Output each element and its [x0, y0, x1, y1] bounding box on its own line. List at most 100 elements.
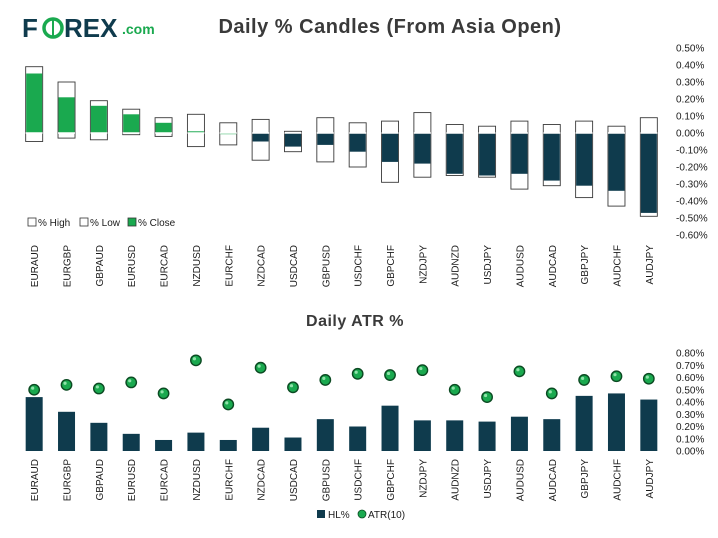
- atr-x-label: EURUSD: [127, 459, 138, 501]
- atr-dot-highlight: [192, 357, 197, 361]
- candle-close-bar: [576, 133, 593, 186]
- atr-x-label: EURGBP: [63, 459, 74, 502]
- atr-y-tick: 0.60%: [676, 373, 704, 384]
- atr-hl-bar: [155, 439, 173, 451]
- atr-dot: [384, 369, 396, 381]
- atr-hl-bar: [252, 427, 270, 451]
- candles-x-label: AUDNZD: [451, 245, 462, 287]
- atr-hl-bar: [510, 416, 528, 451]
- atr-hl-bar: [413, 420, 431, 451]
- candles-x-label: AUDCAD: [548, 245, 559, 287]
- atr-hl-bar: [187, 432, 205, 451]
- candles-y-tick: 0.40%: [676, 61, 704, 72]
- atr-y-tick: 0.10%: [676, 434, 704, 445]
- atr-hl-bar: [478, 421, 496, 451]
- candles-x-label: GBPCHF: [386, 245, 397, 287]
- atr-x-label: AUDCAD: [548, 459, 559, 501]
- atr-x-label: USDCHF: [354, 459, 365, 501]
- atr-x-label: AUDUSD: [515, 459, 526, 501]
- atr-y-tick: 0.00%: [676, 447, 704, 458]
- candles-y-tick: 0.20%: [676, 95, 704, 106]
- candles-title: Daily % Candles (From Asia Open): [218, 16, 561, 38]
- candle-close-bar: [382, 133, 399, 162]
- atr-hl-bar: [349, 426, 367, 451]
- atr-hl-bar: [219, 439, 237, 451]
- forex-logo: F REX .com: [22, 13, 155, 43]
- atr-x-label: GBPCHF: [386, 459, 397, 501]
- candles-x-label: AUDJPY: [645, 245, 656, 285]
- candles-x-label: EURGBP: [63, 245, 74, 288]
- candles-x-label: AUDCHF: [612, 245, 623, 287]
- legend-low-label: % Low: [90, 218, 121, 229]
- atr-dot-highlight: [257, 364, 261, 368]
- candles-x-label: GBPAUD: [95, 245, 106, 287]
- candle-close-bar: [414, 133, 431, 164]
- atr-dot-highlight: [645, 375, 649, 379]
- atr-dot: [254, 361, 267, 374]
- candles-x-label: AUDUSD: [515, 245, 526, 287]
- atr-dot: [28, 383, 41, 396]
- legend-low-swatch: [79, 217, 89, 227]
- candles-y-tick: -0.10%: [676, 146, 708, 157]
- candles-x-label: EURAUD: [30, 245, 41, 287]
- atr-dot: [351, 367, 364, 380]
- atr-x-label: AUDNZD: [451, 459, 462, 501]
- atr-x-label: EURCAD: [160, 459, 171, 501]
- atr-dot: [416, 364, 429, 377]
- atr-dot-highlight: [160, 390, 164, 394]
- atr-hl-bar: [58, 411, 76, 451]
- atr-hl-bar: [446, 420, 464, 451]
- atr-dot-highlight: [581, 376, 585, 380]
- candle-close-bar: [90, 105, 107, 133]
- atr-dot-highlight: [95, 385, 99, 389]
- candle-close-bar: [123, 114, 140, 133]
- atr-dot: [448, 383, 461, 396]
- candle-close-bar: [511, 133, 528, 174]
- candle-range-box: [186, 113, 205, 148]
- atr-x-label: AUDJPY: [645, 459, 656, 499]
- atr-x-label: USDCAD: [289, 459, 300, 501]
- candles-x-label: GBPJPY: [580, 245, 591, 285]
- atr-legend: HL% ATR(10): [317, 509, 405, 521]
- atr-dot-highlight: [63, 381, 67, 385]
- atr-hl-bar: [543, 419, 561, 451]
- atr-dot: [513, 365, 526, 378]
- candles-x-label: USDJPY: [483, 245, 494, 285]
- atr-x-label: AUDCHF: [612, 459, 623, 501]
- atr-dot: [190, 354, 202, 367]
- atr-dot: [610, 370, 623, 383]
- atr-dot-highlight: [289, 384, 294, 388]
- legend-hl-label: HL%: [328, 510, 350, 521]
- atr-dot: [157, 387, 170, 400]
- candles-x-label: USDCAD: [289, 245, 300, 287]
- candle-close-bar: [155, 122, 172, 133]
- atr-dot-highlight: [322, 376, 326, 380]
- atr-x-label: NZDJPY: [418, 459, 429, 498]
- atr-y-tick: 0.40%: [676, 398, 704, 409]
- atr-chart: 0.80%0.70%0.60%0.50% 0.40%0.30%0.20%0.10%…: [25, 349, 704, 502]
- candles-legend: % High % Low % Close: [27, 217, 176, 229]
- candle-close-bar: [284, 133, 301, 147]
- atr-dot: [545, 387, 558, 400]
- atr-dot-highlight: [548, 390, 552, 394]
- atr-hl-bar: [607, 393, 625, 451]
- candles-y-tick: 0.50%: [676, 44, 704, 55]
- atr-dot-highlight: [451, 386, 455, 390]
- candles-x-label: NZDUSD: [192, 245, 203, 287]
- candle-close-bar: [446, 133, 463, 174]
- logo-suffix: .com: [122, 21, 155, 37]
- atr-dot-highlight: [613, 373, 617, 377]
- atr-y-tick: 0.30%: [676, 410, 704, 421]
- candles-y-tick: -0.30%: [676, 180, 708, 191]
- atr-x-label: NZDCAD: [257, 459, 268, 501]
- atr-dot: [642, 372, 655, 385]
- atr-title: Daily ATR %: [306, 313, 404, 330]
- atr-dot-highlight: [128, 379, 132, 383]
- atr-hl-bar: [640, 399, 658, 451]
- candles-y-tick: 0.10%: [676, 112, 704, 123]
- legend-close-label: % Close: [138, 218, 176, 229]
- candles-x-label: NZDJPY: [418, 245, 429, 284]
- candle-close-bar: [543, 133, 560, 181]
- logo-f: F: [22, 13, 38, 43]
